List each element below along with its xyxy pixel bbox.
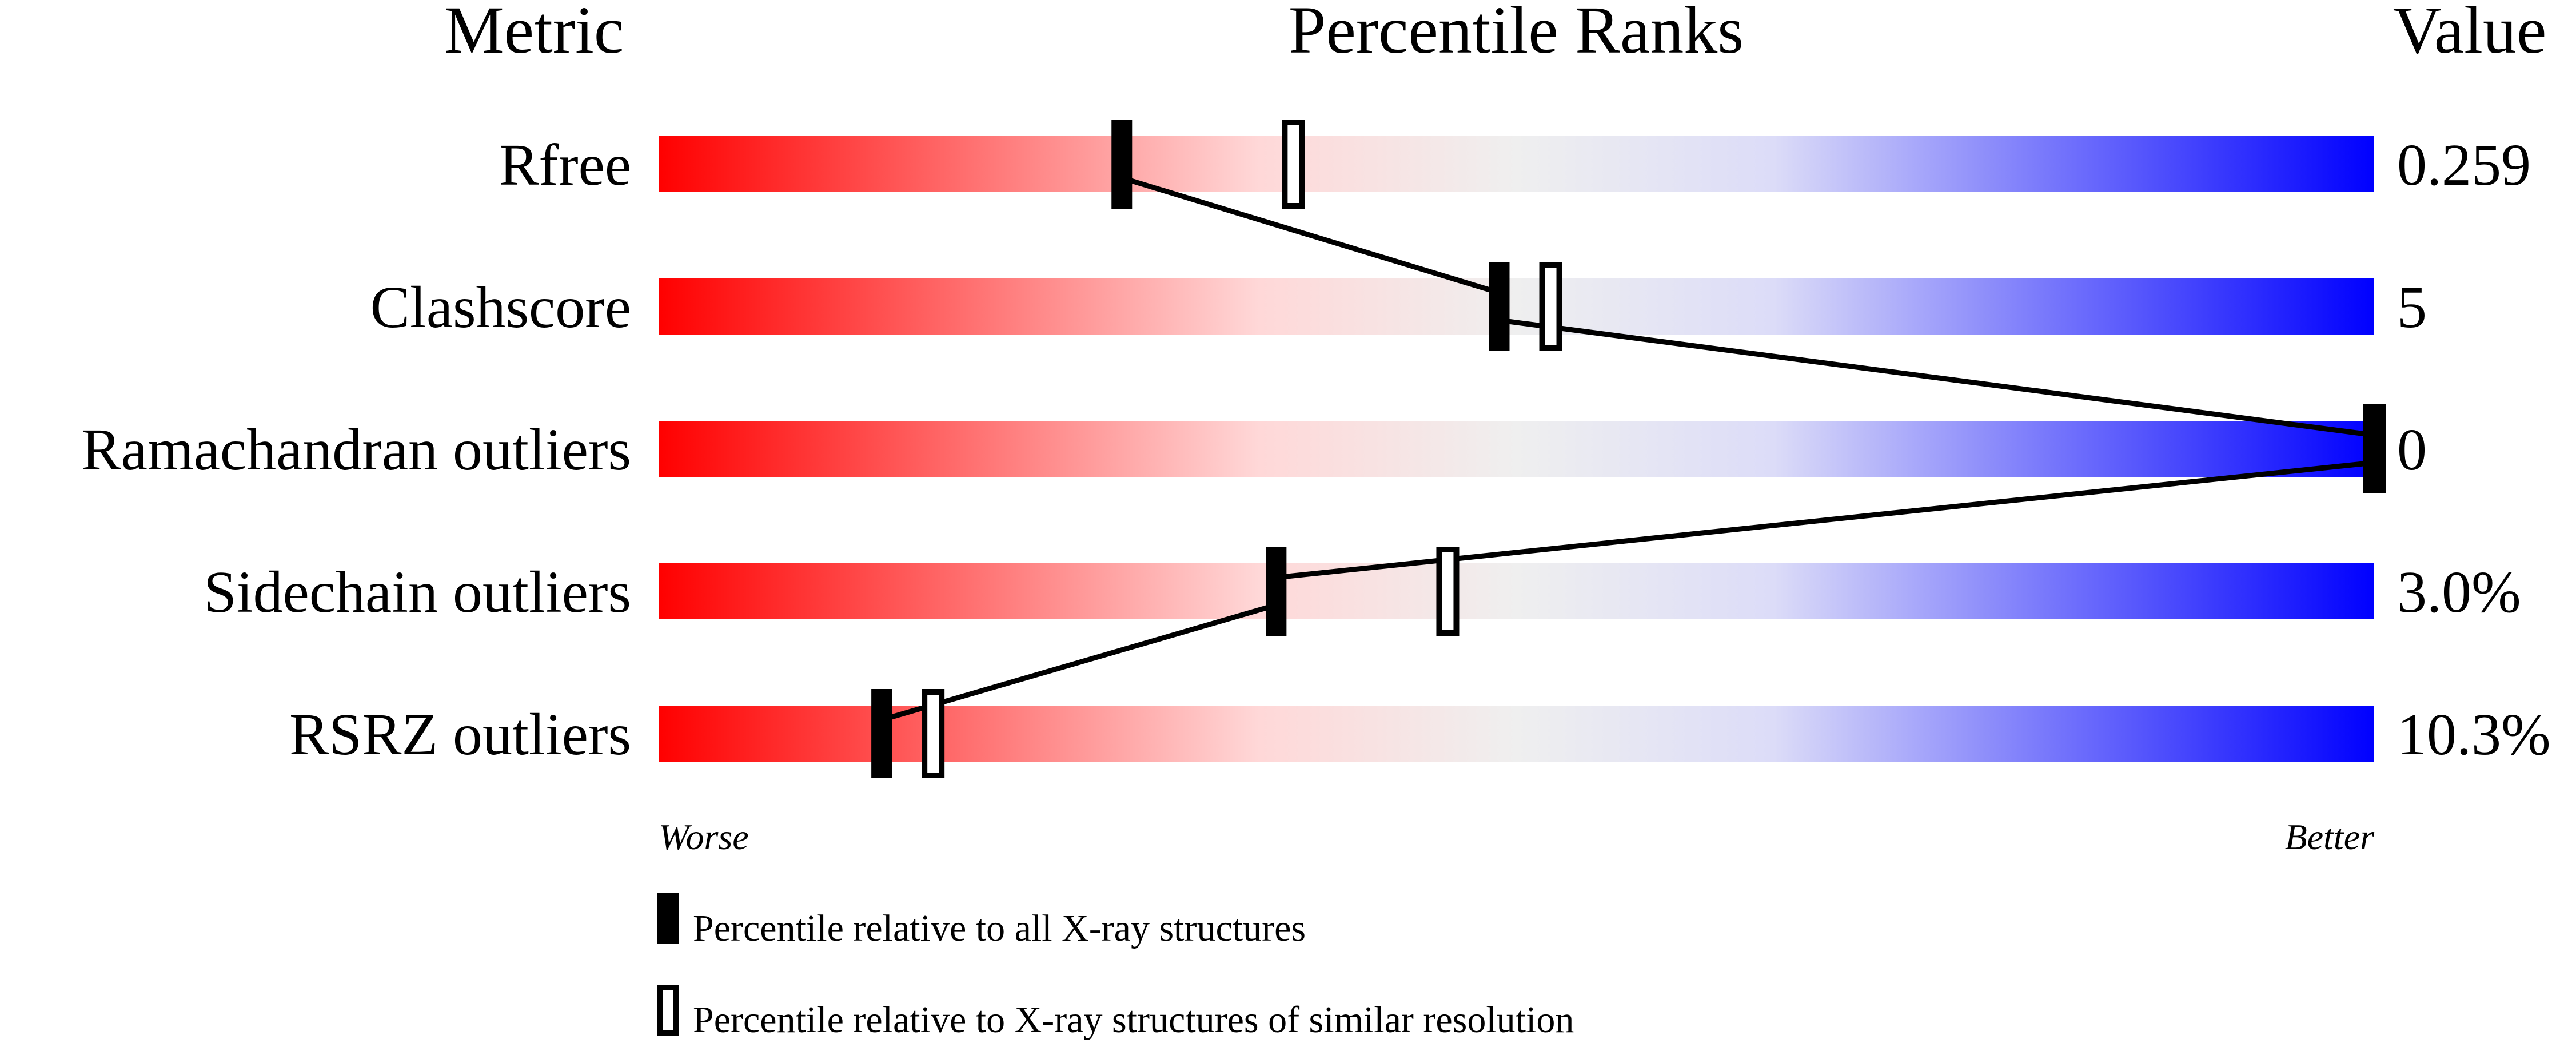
metric-value-clashscore: 5 xyxy=(2397,274,2427,340)
axis-label-better: Better xyxy=(2285,817,2375,857)
metric-label-ramachandran-outliers: Ramachandran outliers xyxy=(81,417,631,483)
gradient-bar-rsrz-outliers xyxy=(659,706,2374,762)
metric-value-sidechain-outliers: 3.0% xyxy=(2397,559,2521,625)
gradient-bar-rfree xyxy=(659,136,2374,192)
header-value: Value xyxy=(2393,0,2547,67)
marker-all-sidechain-outliers xyxy=(1266,547,1287,636)
legend-label-similar: Percentile relative to X-ray structures … xyxy=(693,999,1574,1041)
marker-all-ramachandran-outliers xyxy=(2364,404,2384,493)
metric-label-rsrz-outliers: RSRZ outliers xyxy=(289,702,631,767)
marker-similar-clashscore xyxy=(1539,262,1562,351)
metric-value-ramachandran-outliers: 0 xyxy=(2397,417,2427,483)
metric-label-sidechain-outliers: Sidechain outliers xyxy=(204,559,631,625)
header-percentile-ranks: Percentile Ranks xyxy=(1289,0,1744,67)
marker-all-rsrz-outliers xyxy=(871,689,892,778)
gradient-bar-sidechain-outliers xyxy=(659,563,2374,619)
marker-similar-rfree xyxy=(1282,120,1305,209)
connector-line xyxy=(1275,460,2375,580)
marker-all-clashscore xyxy=(1489,262,1510,351)
marker-all-rfree xyxy=(1111,120,1133,209)
legend-label-all: Percentile relative to all X-ray structu… xyxy=(693,907,1306,949)
header-metric: Metric xyxy=(444,0,624,67)
metric-value-rfree: 0.259 xyxy=(2397,132,2531,198)
metric-label-clashscore: Clashscore xyxy=(370,274,631,340)
connector-line xyxy=(880,602,1277,723)
legend-filled-marker-icon xyxy=(657,893,679,944)
connector-line xyxy=(1498,317,2375,438)
connector-line xyxy=(1120,175,1500,296)
metric-label-rfree: Rfree xyxy=(499,132,631,198)
marker-similar-sidechain-outliers xyxy=(1436,547,1460,636)
gradient-bar-ramachandran-outliers xyxy=(659,421,2374,477)
axis-label-worse: Worse xyxy=(659,817,749,857)
legend-open-marker-icon xyxy=(657,985,679,1036)
gradient-bar-clashscore xyxy=(659,278,2374,335)
marker-similar-rsrz-outliers xyxy=(922,689,945,778)
metric-value-rsrz-outliers: 10.3% xyxy=(2397,702,2551,767)
